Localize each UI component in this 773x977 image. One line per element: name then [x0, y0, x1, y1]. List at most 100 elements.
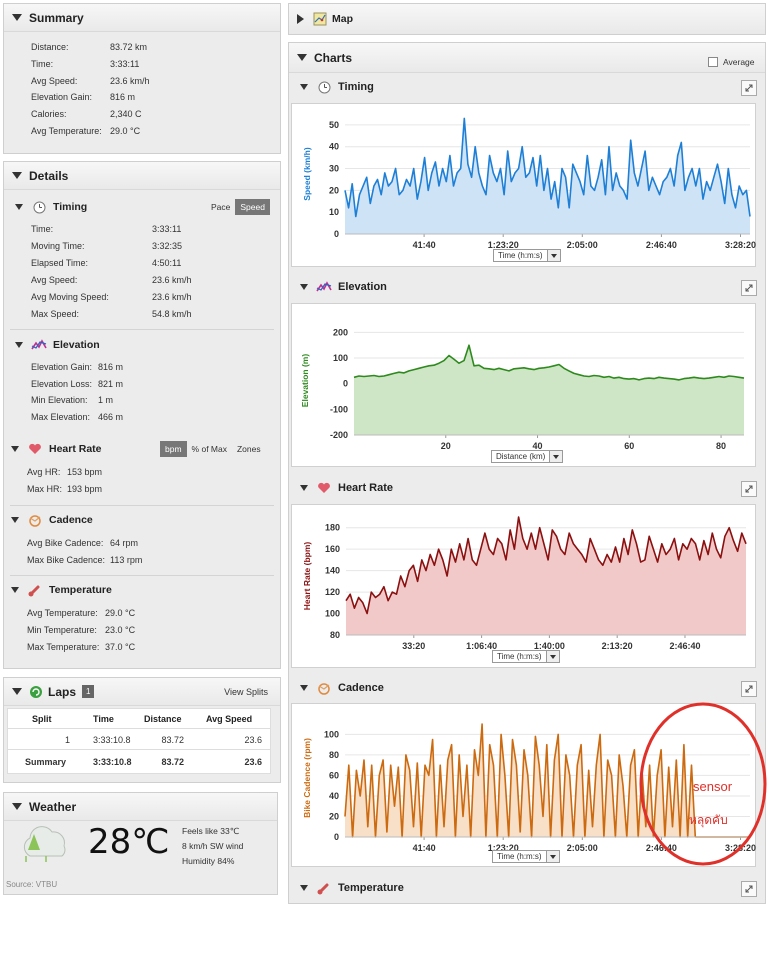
bpm-toggle[interactable]: bpm	[160, 441, 187, 457]
collapse-icon[interactable]	[12, 172, 22, 179]
chevron-down-icon[interactable]	[545, 651, 559, 662]
collapse-icon[interactable]	[11, 446, 19, 452]
y-axis-label: Heart Rate (bpm)	[302, 542, 312, 611]
stat-row: Max Elevation: 466 m	[31, 412, 281, 424]
x-tick-label: 2:46:40	[669, 641, 700, 651]
y-tick-label: 20	[329, 185, 339, 195]
stat-row: Avg Moving Speed: 23.6 km/h	[31, 292, 281, 304]
stat-row: Max Temperature: 37.0 °C	[27, 642, 277, 654]
series-area	[354, 345, 744, 435]
chevron-down-icon[interactable]	[545, 851, 559, 862]
view-splits-link[interactable]: View Splits	[224, 686, 268, 697]
elevation-x-axis-select[interactable]: Distance (km)	[491, 450, 564, 463]
laps-header[interactable]: Laps 1 View Splits	[4, 678, 280, 706]
collapse-icon[interactable]	[300, 485, 308, 491]
pace-toggle[interactable]: Pace	[211, 202, 231, 212]
expand-chart-button[interactable]	[741, 280, 757, 296]
map-header[interactable]: Map	[289, 4, 765, 34]
expand-chart-button[interactable]	[741, 681, 757, 697]
laps-count-badge: 1	[82, 685, 95, 698]
y-tick-label: 180	[325, 523, 340, 533]
temperature-subheader[interactable]: Temperature	[11, 583, 112, 597]
stat-label: Avg Temperature:	[27, 608, 98, 618]
timing-x-axis-select[interactable]: Time (h:m:s)	[493, 249, 561, 262]
zones-toggle[interactable]: Zones	[236, 444, 261, 454]
chevron-down-icon[interactable]	[546, 250, 560, 261]
lap-split: 1	[64, 735, 70, 745]
timing-chart-header[interactable]: Timing	[300, 80, 374, 94]
y-tick-label: 100	[324, 729, 339, 739]
speed-toggle[interactable]: Speed	[235, 199, 270, 215]
laps-icon	[28, 685, 44, 699]
average-checkbox[interactable]	[708, 57, 718, 67]
expand-icon	[745, 84, 753, 92]
stat-value: 29.0 °C	[110, 126, 141, 136]
heart-rate-subheader[interactable]: Heart Rate	[11, 442, 102, 456]
timing-subheader[interactable]: Timing	[15, 200, 87, 214]
charts-header[interactable]: Charts Average	[289, 43, 765, 73]
collapse-icon[interactable]	[300, 84, 308, 90]
map-icon	[312, 12, 328, 26]
x-tick-label: 41:40	[413, 843, 436, 853]
collapse-icon[interactable]	[12, 688, 22, 695]
column-header[interactable]: Distance	[144, 714, 182, 724]
collapse-icon[interactable]	[300, 284, 308, 290]
cadence-x-axis-select[interactable]: Time (h:m:s)	[492, 850, 560, 863]
wind: 8 km/h SW wind	[182, 841, 244, 851]
collapse-icon[interactable]	[300, 685, 308, 691]
expand-chart-button[interactable]	[741, 881, 757, 897]
cadence-subheader[interactable]: Cadence	[11, 513, 93, 527]
temperature-chart-header[interactable]: Temperature	[300, 881, 404, 895]
collapse-icon[interactable]	[12, 803, 22, 810]
collapse-icon[interactable]	[12, 14, 22, 21]
expand-icon[interactable]	[297, 14, 304, 24]
collapse-icon[interactable]	[297, 54, 307, 61]
x-tick-label: 33:20	[402, 641, 425, 651]
elevation-icon	[31, 338, 47, 352]
divider	[10, 575, 274, 576]
stat-row: Elevation Gain: 816 m	[31, 362, 281, 374]
elevation-chart[interactable]: -200 -100 0 100 200 Elevation (m) 20 40 60 80	[291, 303, 756, 467]
percent-max-toggle[interactable]: % of Max	[191, 444, 227, 454]
collapse-icon[interactable]	[11, 517, 19, 523]
collapse-icon[interactable]	[300, 885, 308, 891]
divider	[10, 505, 274, 506]
column-header[interactable]: Avg Speed	[206, 714, 253, 724]
x-tick-label: 3:28:20	[725, 240, 756, 250]
stat-row: Calories: 2,340 C	[31, 109, 271, 121]
stat-label: Avg Speed:	[31, 75, 78, 86]
weather-header[interactable]: Weather	[4, 793, 277, 821]
cadence-chart-header[interactable]: Cadence	[300, 681, 384, 695]
expand-chart-button[interactable]	[741, 481, 757, 497]
x-tick-label: 1:06:40	[466, 641, 497, 651]
stat-value: 113 rpm	[110, 555, 143, 565]
collapse-icon[interactable]	[15, 204, 23, 210]
expand-chart-button[interactable]	[741, 80, 757, 96]
heart-rate-chart[interactable]: 80 100 120 140 160 180 Heart Rate (bpm) 33:20 1:…	[291, 504, 756, 668]
lap-time: 3:33:10.8	[93, 735, 131, 745]
column-header[interactable]: Split	[32, 714, 52, 724]
temperature-chart-title: Temperature	[338, 882, 404, 894]
y-tick-label: 40	[329, 791, 339, 801]
stat-row: Avg HR: 153 bpm	[27, 467, 277, 479]
details-header[interactable]: Details	[4, 162, 280, 190]
timing-chart[interactable]: 0 10 20 30 40 50 Speed (km/h) 41:40 1:23:20 2:05:…	[291, 103, 756, 267]
average-label: Average	[723, 57, 755, 67]
elevation-chart-header[interactable]: Elevation	[300, 280, 387, 294]
axis-select-label: Distance (km)	[496, 452, 546, 461]
stat-value: 23.6 km/h	[152, 292, 192, 302]
collapse-icon[interactable]	[11, 587, 19, 593]
heart-rate-chart-header[interactable]: Heart Rate	[300, 481, 393, 495]
summary-header[interactable]: Summary	[4, 4, 280, 32]
y-tick-label: 200	[333, 327, 348, 337]
details-panel: Details	[3, 161, 281, 669]
elevation-subheader[interactable]: Elevation	[15, 338, 100, 352]
chevron-down-icon[interactable]	[549, 451, 563, 462]
cadence-chart[interactable]: 0 20 40 60 80 100 Bike Cadence (rpm) 41:40 1:23:…	[291, 703, 756, 867]
x-tick-label: 1:40:00	[534, 641, 565, 651]
y-tick-label: 120	[325, 587, 340, 597]
column-header[interactable]: Time	[93, 714, 114, 724]
heart-rate-x-axis-select[interactable]: Time (h:m:s)	[492, 650, 560, 663]
collapse-icon[interactable]	[15, 342, 23, 348]
y-tick-label: 0	[334, 832, 339, 842]
